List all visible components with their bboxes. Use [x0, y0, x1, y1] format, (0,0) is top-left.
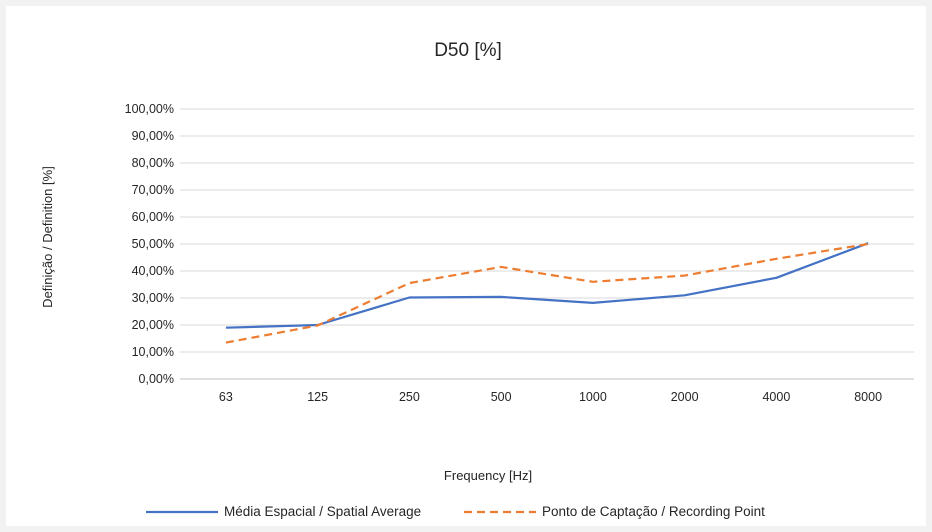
y-tick-label: 60,00% [132, 210, 174, 224]
x-tick-label: 1000 [579, 390, 607, 404]
chart-frame: D50 [%] 0,00% 10,00% 20,00% 30,00% 40,00% 50,… [6, 6, 926, 526]
chart-title: D50 [%] [434, 40, 502, 61]
x-tick-label: 2000 [671, 390, 699, 404]
y-tick-label: 90,00% [132, 129, 174, 143]
x-tick-label: 8000 [854, 390, 882, 404]
line-chart: D50 [%] 0,00% 10,00% 20,00% 30,00% 40,00% 50,… [40, 40, 914, 519]
x-tick-label: 250 [399, 390, 420, 404]
x-tick-label: 63 [219, 390, 233, 404]
y-tick-label: 0,00% [139, 372, 174, 386]
y-tick-label: 30,00% [132, 291, 174, 305]
y-axis-ticks: 0,00% 10,00% 20,00% 30,00% 40,00% 50,00% 60,00… [125, 102, 174, 386]
series-lines [225, 242, 869, 344]
gridlines [180, 108, 914, 353]
y-tick-label: 50,00% [132, 237, 174, 251]
y-tick-label: 70,00% [132, 183, 174, 197]
y-tick-label: 100,00% [125, 102, 174, 116]
x-tick-label: 125 [307, 390, 328, 404]
series-line-1 [225, 242, 869, 329]
x-axis-label: Frequency [Hz] [444, 468, 532, 483]
series-line-2 [225, 242, 869, 344]
legend-label-1: Média Espacial / Spatial Average [224, 504, 421, 519]
y-axis-label: Definição / Definition [%] [40, 166, 55, 308]
x-tick-label: 500 [491, 390, 512, 404]
x-tick-label: 4000 [762, 390, 790, 404]
y-tick-label: 10,00% [132, 345, 174, 359]
y-tick-label: 40,00% [132, 264, 174, 278]
legend-label-2: Ponto de Captação / Recording Point [542, 504, 765, 519]
y-tick-label: 80,00% [132, 156, 174, 170]
x-axis-ticks: 63 125 250 500 1000 2000 4000 8000 [219, 390, 882, 404]
y-tick-label: 20,00% [132, 318, 174, 332]
legend: Média Espacial / Spatial Average Ponto de… [146, 504, 765, 519]
